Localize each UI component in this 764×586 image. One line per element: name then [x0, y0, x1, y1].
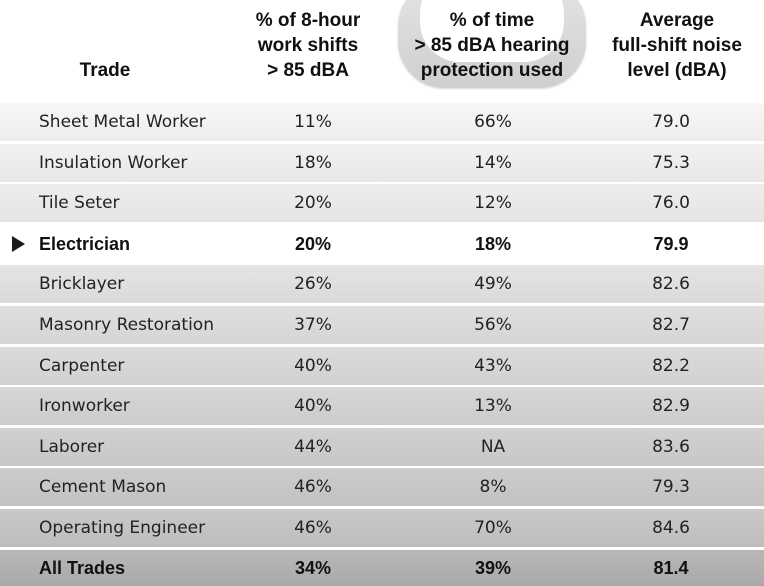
table-row: Masonry Restoration 37% 56% 82.7: [0, 306, 764, 344]
cell-trade: Ironworker: [39, 396, 130, 416]
table-row: Cement Mason 46% 8% 79.3: [0, 468, 764, 506]
column-header-noise-line: Average: [639, 10, 715, 31]
cell-trade: Masonry Restoration: [39, 315, 214, 335]
cell-shifts: 46%: [294, 477, 332, 497]
cell-protection: 39%: [474, 557, 512, 578]
cell-noise: 79.3: [652, 477, 690, 497]
column-header-noise-line: full-shift noise: [612, 35, 742, 56]
cell-shifts: 26%: [294, 274, 332, 294]
cell-trade: Cement Mason: [39, 477, 167, 497]
cell-noise: 83.6: [652, 437, 690, 457]
cell-trade: All Trades: [39, 557, 126, 578]
cell-shifts: 37%: [294, 315, 332, 335]
cell-shifts: 44%: [294, 437, 332, 457]
column-header-trade-line: Trade: [79, 60, 131, 81]
cell-protection: 8%: [479, 477, 507, 497]
table-row-highlighted: Electrician 20% 18% 79.9: [0, 225, 764, 263]
cell-trade: Operating Engineer: [39, 518, 206, 538]
table-header: Trade % of 8-hour work shifts > 85 dBA %…: [0, 0, 764, 95]
cell-shifts: 20%: [294, 233, 332, 254]
column-header-shifts: % of 8-hour work shifts > 85 dBA: [228, 8, 388, 83]
table-row-total: All Trades 34% 39% 81.4: [0, 550, 764, 586]
cell-noise: 82.9: [652, 396, 690, 416]
earmuff-icon-cutout: [420, 0, 564, 62]
cell-trade: Tile Seter: [39, 193, 120, 213]
cell-shifts: 34%: [294, 557, 332, 578]
column-header-trade: Trade: [60, 58, 150, 83]
cell-shifts: 18%: [294, 153, 332, 173]
column-header-shifts-line: % of 8-hour: [255, 10, 361, 31]
cell-protection: 13%: [474, 396, 512, 416]
cell-protection: 12%: [474, 193, 512, 213]
table-row: Operating Engineer 46% 70% 84.6: [0, 509, 764, 547]
cell-trade: Carpenter: [39, 356, 125, 376]
column-header-noise-line: level (dBA): [627, 60, 727, 81]
table-row: Carpenter 40% 43% 82.2: [0, 347, 764, 385]
cell-protection: 66%: [474, 112, 512, 132]
cell-noise: 75.3: [652, 153, 690, 173]
cell-protection: 49%: [474, 274, 512, 294]
table-row: Bricklayer 26% 49% 82.6: [0, 265, 764, 303]
cell-shifts: 40%: [294, 396, 332, 416]
table-row: Tile Seter 20% 12% 76.0: [0, 184, 764, 222]
cell-protection: 18%: [474, 233, 512, 254]
cell-shifts: 46%: [294, 518, 332, 538]
cell-trade: Electrician: [39, 233, 131, 254]
cell-noise: 82.6: [652, 274, 690, 294]
cell-protection: 70%: [474, 518, 512, 538]
cell-noise: 82.2: [652, 356, 690, 376]
cell-noise: 76.0: [652, 193, 690, 213]
cell-trade: Bricklayer: [39, 274, 125, 294]
cell-protection: 14%: [474, 153, 512, 173]
row-marker-arrow-icon: [12, 236, 25, 252]
column-header-noise: Average full-shift noise level (dBA): [596, 8, 758, 83]
column-header-protection: % of time > 85 dBA hearing protection us…: [400, 8, 584, 83]
table-row: Laborer 44% NA 83.6: [0, 428, 764, 466]
cell-noise: 84.6: [652, 518, 690, 538]
cell-trade: Insulation Worker: [39, 153, 188, 173]
cell-noise: 82.7: [652, 315, 690, 335]
table-row: Ironworker 40% 13% 82.9: [0, 387, 764, 425]
cell-shifts: 20%: [294, 193, 332, 213]
column-header-protection-line: > 85 dBA hearing: [414, 35, 570, 56]
cell-protection: 43%: [474, 356, 512, 376]
cell-shifts: 40%: [294, 356, 332, 376]
cell-trade: Laborer: [39, 437, 105, 457]
cell-protection: NA: [480, 437, 506, 457]
cell-protection: 56%: [474, 315, 512, 335]
table-row: Insulation Worker 18% 14% 75.3: [0, 144, 764, 182]
table-row: Sheet Metal Worker 11% 66% 79.0: [0, 103, 764, 141]
cell-trade: Sheet Metal Worker: [39, 112, 206, 132]
cell-noise: 81.4: [653, 557, 689, 578]
column-header-protection-line: % of time: [449, 10, 535, 31]
column-header-protection-line: protection used: [420, 60, 564, 81]
cell-shifts: 11%: [294, 112, 332, 132]
cell-noise: 79.9: [653, 233, 689, 254]
column-header-shifts-line: > 85 dBA: [267, 60, 349, 81]
cell-noise: 79.0: [652, 112, 690, 132]
column-header-shifts-line: work shifts: [257, 35, 359, 56]
